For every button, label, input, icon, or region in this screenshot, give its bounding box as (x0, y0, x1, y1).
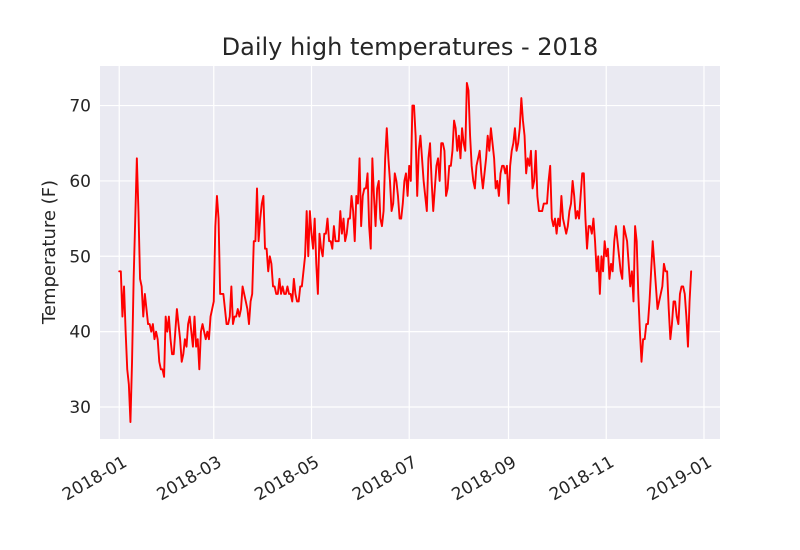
x-tick-label: 2019-01 (644, 452, 716, 505)
x-tick-label: 2018-11 (546, 452, 618, 505)
x-tick-label: 2018-03 (154, 452, 226, 505)
y-axis-label: Temperature (F) (39, 180, 60, 325)
chart-title: Daily high temperatures - 2018 (222, 33, 599, 61)
y-tick-label: 50 (69, 247, 91, 267)
x-tick-labels: 2018-01 2018-03 2018-05 2018-07 2018-09 2018-… (59, 452, 715, 505)
plot-background (100, 66, 720, 439)
y-tick-label: 40 (69, 323, 91, 343)
y-tick-label: 70 (69, 97, 91, 117)
y-tick-labels: 30 40 50 60 70 (69, 97, 91, 418)
series-line-0 (118, 81, 693, 423)
y-tick-label: 60 (69, 172, 91, 192)
x-tick-label: 2018-05 (251, 452, 323, 505)
y-tick-label: 30 (69, 398, 91, 418)
x-tick-label: 2018-09 (448, 452, 520, 505)
series-layer (118, 81, 693, 423)
x-tick-label: 2018-07 (349, 452, 421, 505)
x-tick-label: 2018-01 (59, 452, 131, 505)
